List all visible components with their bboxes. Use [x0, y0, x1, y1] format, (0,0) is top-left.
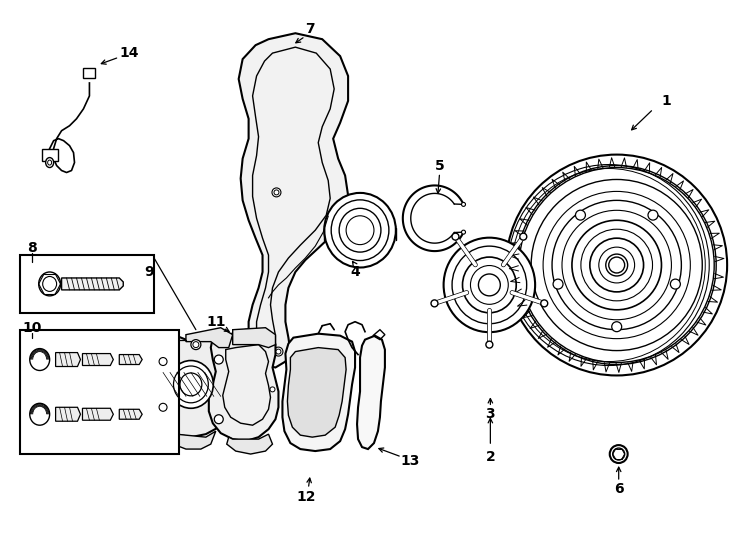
Polygon shape [120, 355, 142, 365]
Ellipse shape [46, 158, 54, 167]
Ellipse shape [520, 233, 527, 240]
Ellipse shape [486, 341, 493, 348]
Text: 14: 14 [120, 46, 139, 60]
Ellipse shape [191, 340, 201, 349]
Ellipse shape [670, 279, 680, 289]
Ellipse shape [541, 300, 548, 307]
Polygon shape [146, 335, 239, 437]
Ellipse shape [648, 210, 658, 220]
Ellipse shape [553, 279, 563, 289]
Ellipse shape [462, 202, 465, 206]
Polygon shape [120, 409, 142, 419]
Polygon shape [357, 336, 385, 449]
Polygon shape [82, 408, 113, 420]
Ellipse shape [274, 190, 279, 195]
Ellipse shape [276, 349, 281, 354]
Ellipse shape [274, 347, 283, 356]
Polygon shape [283, 334, 355, 451]
Ellipse shape [324, 193, 396, 267]
Ellipse shape [159, 403, 167, 411]
Polygon shape [208, 330, 278, 441]
Text: 13: 13 [400, 454, 419, 468]
Polygon shape [186, 328, 233, 348]
Ellipse shape [608, 257, 625, 273]
Ellipse shape [30, 349, 50, 370]
Text: 10: 10 [22, 321, 41, 335]
Text: 12: 12 [297, 490, 316, 504]
Ellipse shape [452, 233, 459, 240]
Ellipse shape [443, 238, 535, 332]
Bar [20, 330, 179, 454]
Ellipse shape [193, 342, 199, 348]
Polygon shape [288, 348, 346, 437]
Text: 7: 7 [305, 22, 315, 36]
Ellipse shape [506, 154, 727, 375]
Text: 5: 5 [435, 159, 445, 173]
Ellipse shape [159, 357, 167, 366]
Ellipse shape [272, 188, 281, 197]
Polygon shape [169, 431, 216, 449]
Bar [42, 148, 57, 160]
Text: 1: 1 [661, 94, 672, 108]
Text: 4: 4 [350, 265, 360, 279]
Polygon shape [56, 353, 81, 367]
Ellipse shape [270, 387, 275, 392]
Ellipse shape [431, 300, 438, 307]
Ellipse shape [611, 322, 622, 332]
Text: 3: 3 [486, 407, 495, 421]
Text: 8: 8 [27, 241, 37, 255]
Bar [84, 68, 95, 78]
Ellipse shape [169, 361, 214, 408]
Bar [20, 255, 154, 313]
Text: 2: 2 [485, 450, 495, 464]
Ellipse shape [214, 415, 223, 424]
Ellipse shape [462, 230, 465, 234]
Text: 9: 9 [145, 265, 154, 279]
Polygon shape [233, 328, 275, 348]
Polygon shape [56, 407, 81, 421]
Polygon shape [62, 278, 123, 290]
Polygon shape [227, 434, 272, 454]
Ellipse shape [39, 272, 61, 296]
Ellipse shape [48, 160, 51, 165]
Ellipse shape [575, 210, 586, 220]
Text: 6: 6 [614, 482, 623, 496]
Ellipse shape [214, 355, 223, 364]
Ellipse shape [610, 445, 628, 463]
Ellipse shape [30, 403, 50, 425]
Polygon shape [239, 33, 348, 368]
Polygon shape [82, 354, 113, 366]
Text: 11: 11 [206, 315, 225, 329]
